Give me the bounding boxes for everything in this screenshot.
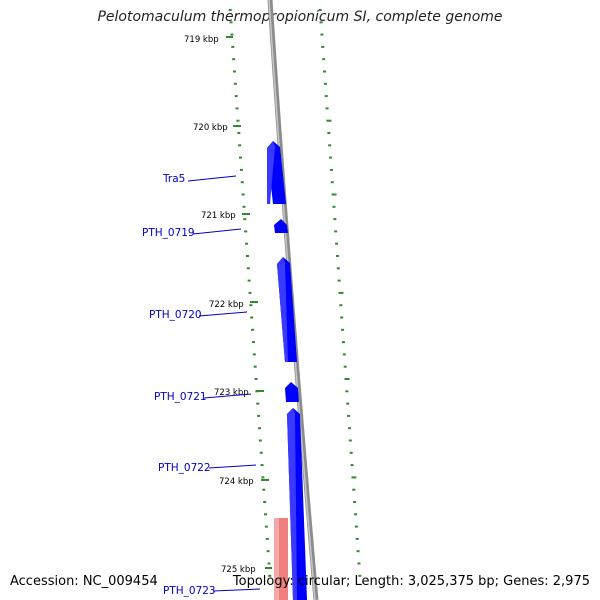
gene-label-pth-0719[interactable]: PTH_0719 bbox=[142, 227, 242, 239]
tick-722: 722 kbp bbox=[209, 300, 258, 310]
gene-label-text: PTH_0720 bbox=[149, 309, 202, 321]
gene-label-text: Tra5 bbox=[162, 173, 185, 185]
tick-720: 720 kbp bbox=[193, 123, 241, 133]
gene-label-pth-0720[interactable]: PTH_0720 bbox=[149, 309, 248, 321]
tick-label: 722 kbp bbox=[209, 300, 244, 310]
tick-label: 719 kbp bbox=[184, 35, 219, 45]
feature-partial-pth-0723[interactable] bbox=[274, 518, 288, 600]
genome-summary-text: Topology: circular; Length: 3,025,375 bp… bbox=[232, 574, 590, 589]
cds-pth-0720[interactable] bbox=[277, 257, 297, 362]
gene-label-text: PTH_0723 bbox=[163, 585, 216, 597]
gene-label-pth-0723[interactable]: PTH_0723 bbox=[163, 585, 261, 597]
tick-label: 724 kbp bbox=[219, 477, 254, 487]
gc-track-outer bbox=[318, 9, 362, 577]
gc-track-inner bbox=[228, 9, 272, 577]
gene-label-text: PTH_0721 bbox=[154, 391, 207, 403]
tick-721: 721 kbp bbox=[201, 211, 250, 221]
tick-label: 723 kbp bbox=[214, 388, 249, 398]
cds-pth-0719[interactable] bbox=[274, 219, 288, 233]
gene-label-pth-0722[interactable]: PTH_0722 bbox=[158, 462, 257, 474]
cds-pth-0722[interactable] bbox=[287, 408, 307, 600]
tick-label: 725 kbp bbox=[221, 565, 256, 575]
gene-label-tra5[interactable]: Tra5 bbox=[162, 173, 237, 185]
tick-label: 721 kbp bbox=[201, 211, 236, 221]
genome-title: Pelotomaculum thermopropionicum SI, comp… bbox=[97, 9, 503, 25]
tick-725: 725 kbp bbox=[221, 565, 272, 575]
tick-719: 719 kbp bbox=[184, 35, 233, 45]
cds-tra5[interactable] bbox=[267, 141, 286, 204]
gene-label-text: PTH_0722 bbox=[158, 462, 211, 474]
accession-text: Accession: NC_009454 bbox=[10, 574, 158, 589]
gene-label-text: PTH_0719 bbox=[142, 227, 195, 239]
cds-pth-0721[interactable] bbox=[285, 382, 299, 402]
tick-label: 720 kbp bbox=[193, 123, 228, 133]
gene-label-pth-0721[interactable]: PTH_0721 bbox=[154, 391, 252, 403]
tick-724: 724 kbp bbox=[219, 477, 269, 487]
tick-723: 723 kbp bbox=[214, 388, 264, 398]
